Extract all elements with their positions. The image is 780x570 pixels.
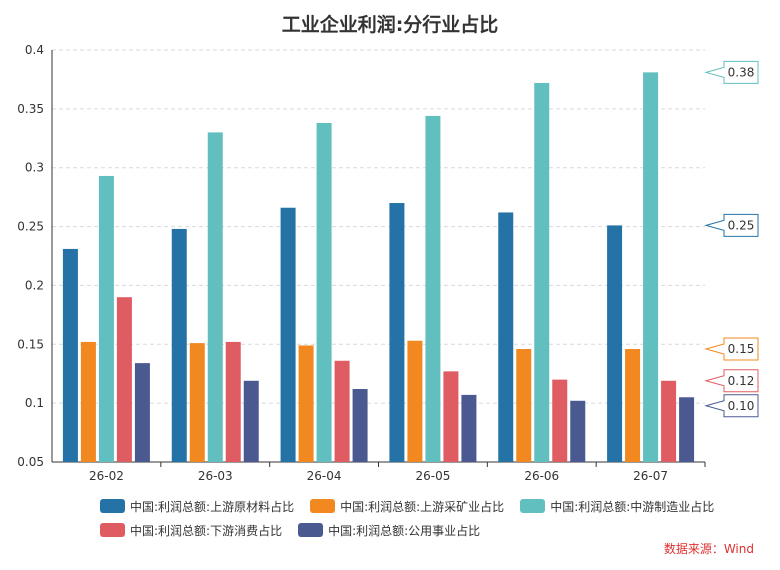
source-note: 数据来源：Wind — [663, 542, 754, 556]
y-tick-label: 0.15 — [17, 337, 44, 351]
bar[interactable] — [80, 341, 96, 462]
bar[interactable] — [461, 394, 477, 462]
legend-label: 中国:利润总额:中游制造业占比 — [550, 499, 715, 514]
axes: 0.05 0.1 0.15 0.2 0.25 0.3 0.35 0.4 26-02 26-03 26… — [17, 43, 706, 483]
legend-row-1: 中国:利润总额:上游原材料占比 中国:利润总额:上游采矿业占比 中国:利润总额:… — [100, 494, 720, 518]
x-tick-label: 26-07 — [633, 469, 668, 483]
y-tick-label: 0.35 — [17, 102, 44, 116]
x-tick-label: 26-04 — [307, 469, 342, 483]
x-tick-label: 26-03 — [198, 469, 233, 483]
bar[interactable] — [389, 203, 405, 462]
end-label-box — [704, 213, 759, 237]
legend-label: 中国:利润总额:下游消费占比 — [130, 523, 283, 538]
y-tick-label: 0.2 — [25, 278, 44, 292]
legend-swatch — [310, 499, 336, 513]
end-labels: 0.38 0.25 0.15 0.12 0.10 — [704, 60, 759, 418]
bar[interactable] — [425, 115, 441, 463]
end-label-text: 0.38 — [728, 65, 755, 79]
x-tick-label: 26-02 — [89, 469, 124, 483]
bar-chart: 0.05 0.1 0.15 0.2 0.25 0.3 0.35 0.4 26-02 26-03 26… — [17, 43, 759, 483]
y-tick-label: 0.4 — [25, 43, 44, 57]
legend-label: 中国:利润总额:上游采矿业占比 — [340, 499, 505, 514]
end-label-text: 0.10 — [728, 399, 755, 413]
bar[interactable] — [607, 225, 623, 462]
bar[interactable] — [661, 380, 677, 462]
end-label-box — [704, 337, 759, 361]
bar[interactable] — [407, 340, 423, 462]
bar[interactable] — [189, 343, 205, 462]
y-tick-label: 0.05 — [17, 455, 44, 469]
bar[interactable] — [443, 371, 459, 462]
end-label-box — [704, 369, 759, 393]
bar[interactable] — [552, 379, 568, 462]
x-tick-label: 26-05 — [415, 469, 450, 483]
bar[interactable] — [625, 348, 641, 462]
bar[interactable] — [334, 360, 350, 462]
y-tick-label: 0.25 — [17, 220, 44, 234]
bar[interactable] — [498, 212, 514, 462]
bar[interactable] — [243, 380, 259, 462]
bar[interactable] — [98, 175, 114, 462]
x-tick-label: 26-06 — [524, 469, 559, 483]
bar[interactable] — [679, 397, 695, 462]
bar[interactable] — [534, 82, 550, 463]
end-label-text: 0.15 — [728, 342, 755, 356]
bar[interactable] — [62, 248, 78, 462]
bar[interactable] — [207, 132, 223, 462]
chart-title: 工业企业利润:分行业占比 — [281, 14, 499, 36]
y-tick-label: 0.3 — [25, 161, 44, 175]
legend-item[interactable]: 中国:利润总额:上游原材料占比 — [100, 498, 294, 515]
bar[interactable] — [643, 72, 659, 462]
end-label-box — [704, 394, 759, 418]
bar[interactable] — [171, 228, 187, 462]
bars — [62, 72, 695, 463]
legend-swatch — [100, 523, 125, 537]
bar[interactable] — [570, 400, 586, 462]
end-label-box — [704, 60, 759, 84]
bar[interactable] — [116, 297, 132, 462]
bar[interactable] — [225, 341, 241, 462]
bar[interactable] — [134, 363, 150, 462]
y-tick-label: 0.1 — [25, 396, 44, 410]
legend-label: 中国:利润总额:公用事业占比 — [328, 523, 481, 538]
legend-item[interactable]: 中国:利润总额:上游采矿业占比 — [310, 498, 504, 515]
legend-swatch — [298, 523, 324, 537]
bar[interactable] — [298, 345, 314, 462]
legend-label: 中国:利润总额:上游原材料占比 — [130, 499, 295, 514]
legend: 中国:利润总额:上游原材料占比 中国:利润总额:上游采矿业占比 中国:利润总额:… — [100, 494, 720, 542]
bar[interactable] — [352, 389, 368, 462]
grid-lines — [52, 49, 705, 404]
legend-swatch — [100, 499, 125, 513]
end-label-text: 0.25 — [728, 218, 755, 232]
end-label-text: 0.12 — [728, 374, 755, 388]
legend-item[interactable]: 中国:利润总额:下游消费占比 — [100, 522, 282, 539]
legend-swatch — [520, 499, 546, 513]
legend-item[interactable]: 中国:利润总额:中游制造业占比 — [520, 498, 714, 515]
bar[interactable] — [316, 122, 332, 463]
bar[interactable] — [280, 207, 296, 462]
legend-row-2: 中国:利润总额:下游消费占比 中国:利润总额:公用事业占比 — [100, 518, 720, 542]
bar[interactable] — [516, 348, 532, 462]
legend-item[interactable]: 中国:利润总额:公用事业占比 — [298, 522, 480, 539]
